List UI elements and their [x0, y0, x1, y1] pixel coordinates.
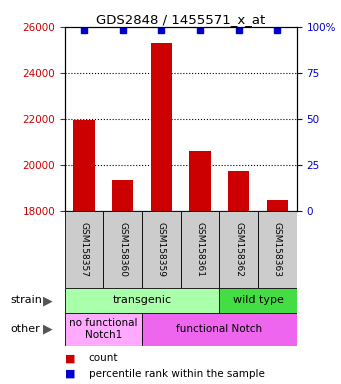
Text: GSM158363: GSM158363	[273, 222, 282, 277]
Text: GSM158360: GSM158360	[118, 222, 127, 277]
Text: functional Notch: functional Notch	[176, 324, 263, 334]
Text: count: count	[89, 353, 118, 363]
Text: ▶: ▶	[43, 323, 53, 336]
Text: ■: ■	[65, 353, 75, 363]
FancyBboxPatch shape	[142, 313, 297, 346]
Text: ■: ■	[65, 369, 75, 379]
FancyBboxPatch shape	[65, 313, 142, 346]
FancyBboxPatch shape	[142, 211, 181, 288]
Text: no functional
Notch1: no functional Notch1	[69, 318, 138, 340]
Bar	[189, 151, 211, 211]
Text: strain: strain	[10, 295, 42, 306]
FancyBboxPatch shape	[65, 288, 219, 313]
FancyBboxPatch shape	[258, 211, 297, 288]
Bar	[74, 120, 95, 211]
Text: GSM158362: GSM158362	[234, 222, 243, 277]
Bar	[151, 43, 172, 211]
FancyBboxPatch shape	[219, 288, 297, 313]
Text: transgenic: transgenic	[113, 295, 172, 306]
Bar	[112, 180, 133, 211]
Text: GSM158361: GSM158361	[195, 222, 205, 277]
Text: other: other	[10, 324, 40, 334]
Bar	[228, 171, 249, 211]
Bar	[267, 200, 288, 211]
Text: wild type: wild type	[233, 295, 283, 306]
Text: GSM158357: GSM158357	[79, 222, 89, 277]
Text: GSM158359: GSM158359	[157, 222, 166, 277]
FancyBboxPatch shape	[219, 211, 258, 288]
FancyBboxPatch shape	[103, 211, 142, 288]
FancyBboxPatch shape	[181, 211, 219, 288]
Text: ▶: ▶	[43, 294, 53, 307]
Text: percentile rank within the sample: percentile rank within the sample	[89, 369, 265, 379]
FancyBboxPatch shape	[65, 211, 103, 288]
Title: GDS2848 / 1455571_x_at: GDS2848 / 1455571_x_at	[96, 13, 265, 26]
